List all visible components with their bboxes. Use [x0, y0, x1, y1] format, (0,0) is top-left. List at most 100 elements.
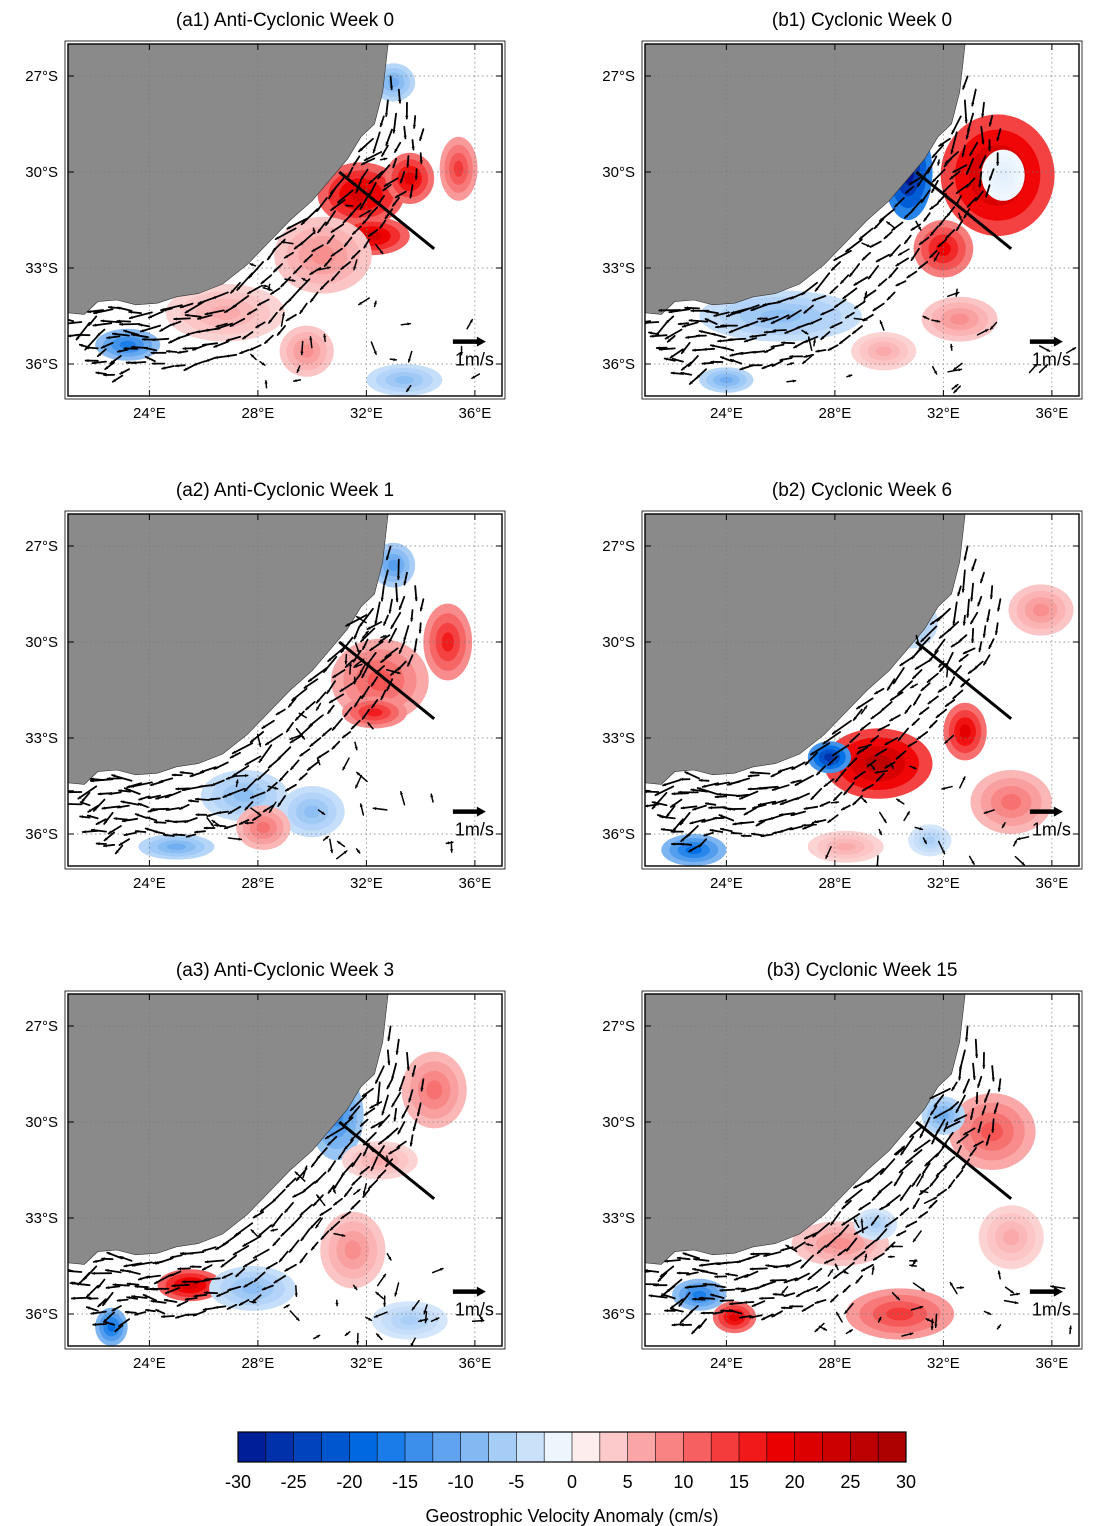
velocity-arrow	[926, 155, 938, 174]
arrow-head	[936, 714, 940, 718]
arrow-head	[720, 1288, 724, 1292]
arrow-head	[389, 86, 394, 90]
arrow-head	[154, 1280, 158, 1284]
arrow-head	[70, 1281, 74, 1286]
arrow-head	[120, 371, 124, 374]
arrow-head	[917, 183, 921, 187]
arrow-head	[403, 581, 407, 585]
arrow-head	[823, 1327, 827, 1331]
arrow-head	[930, 206, 934, 210]
arrow-head	[717, 792, 721, 796]
lat-tick-label: 33°S	[25, 730, 58, 747]
velocity-arrow	[651, 791, 668, 810]
arrow-head	[129, 315, 133, 320]
arrow-head	[681, 350, 685, 354]
velocity-arrow	[664, 328, 683, 340]
arrow-head	[737, 310, 741, 314]
arrow-head	[969, 151, 973, 156]
anomaly-contour	[426, 1080, 443, 1100]
arrow-head	[987, 147, 992, 151]
arrow-head	[139, 797, 143, 801]
arrow-head	[281, 312, 286, 316]
velocity-arrow	[841, 1213, 861, 1226]
arrow-head	[341, 1215, 345, 1219]
arrow-head	[301, 221, 305, 225]
arrow-head	[956, 1174, 960, 1178]
arrow-head	[911, 256, 915, 261]
colorbar-segment	[599, 1432, 629, 1462]
arrow-head	[285, 1268, 289, 1271]
arrow-head	[843, 295, 847, 299]
arrow-head	[871, 766, 875, 770]
arrow-head	[295, 716, 299, 721]
arrow-head	[344, 660, 348, 664]
arrow-head	[939, 142, 943, 146]
arrow-head	[781, 1306, 785, 1310]
anomaly-contour	[299, 344, 314, 358]
arrow-head	[215, 326, 219, 330]
arrow-head	[635, 1271, 638, 1274]
arrow-head	[802, 360, 806, 364]
velocity-arrow	[330, 199, 346, 212]
arrow-head	[98, 792, 102, 796]
arrow-head	[715, 1275, 718, 1279]
arrow-head	[1021, 861, 1025, 865]
velocity-arrow	[68, 321, 83, 325]
arrow-head	[360, 205, 364, 209]
arrow-head	[790, 296, 794, 300]
arrow-head	[394, 148, 398, 153]
arrow-head	[386, 687, 390, 691]
arrow-head	[333, 1185, 337, 1190]
arrow-head	[148, 809, 152, 813]
arrow-head	[317, 1155, 321, 1159]
land-mass	[68, 44, 389, 315]
arrow-head	[692, 348, 696, 352]
arrow-head	[985, 193, 989, 197]
arrow-head	[126, 360, 130, 365]
arrow-head	[904, 240, 908, 244]
arrow-head	[919, 1305, 923, 1310]
arrow-head	[817, 1250, 821, 1254]
arrow-head	[385, 1163, 389, 1167]
arrow-head	[349, 1115, 353, 1119]
arrow-head	[169, 340, 173, 344]
arrow-head	[832, 730, 836, 734]
arrow-head	[381, 152, 385, 156]
arrow-head	[409, 1142, 413, 1146]
arrow-head	[859, 235, 863, 240]
arrow-head	[160, 307, 165, 312]
arrow-head	[358, 301, 362, 305]
velocity-arrow	[678, 1291, 691, 1307]
arrow-head	[751, 832, 755, 836]
arrow-head	[202, 1248, 207, 1252]
anomaly-contour	[388, 559, 399, 571]
arrow-head	[291, 278, 295, 283]
arrow-head	[696, 334, 700, 338]
arrow-head	[228, 810, 232, 814]
arrow-head	[918, 226, 921, 231]
arrow-head	[305, 706, 310, 710]
arrow-head	[964, 119, 968, 123]
lon-tick-label: 32°E	[350, 1355, 383, 1372]
lon-tick-label: 28°E	[242, 1355, 275, 1372]
arrow-head	[981, 140, 985, 144]
arrow-head	[406, 388, 410, 392]
arrow-head	[977, 1083, 981, 1088]
anomaly-contour	[400, 1315, 420, 1326]
arrow-head	[64, 802, 67, 805]
arrow-head	[414, 597, 418, 601]
arrow-head	[920, 1174, 924, 1178]
arrow-head	[961, 683, 965, 687]
arrow-head	[908, 743, 912, 747]
arrow-head	[338, 1155, 342, 1159]
velocity-arrow	[340, 636, 354, 654]
transect-line	[338, 170, 436, 250]
arrow-head	[124, 1264, 128, 1268]
arrow-head	[954, 384, 958, 388]
arrow-head	[279, 306, 284, 310]
arrow-head	[962, 1165, 966, 1169]
velocity-arrow	[920, 625, 938, 643]
arrow-head	[97, 332, 101, 336]
arrow-head	[59, 322, 62, 325]
arrow-head	[984, 329, 989, 333]
